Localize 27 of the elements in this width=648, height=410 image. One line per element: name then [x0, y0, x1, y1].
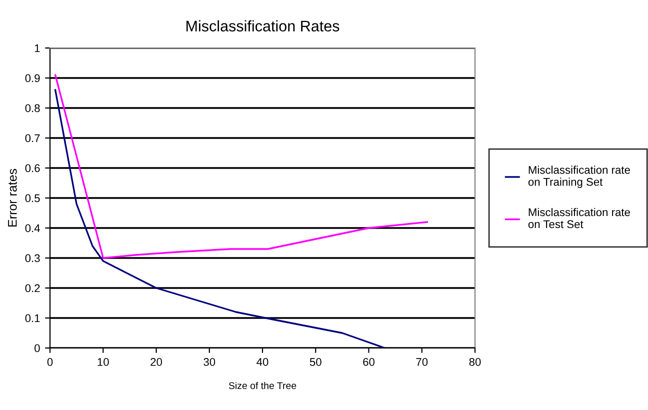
- x-tick-label: 30: [204, 358, 216, 366]
- legend-label: Misclassification rate on Test Set: [528, 208, 630, 228]
- y-tick-label: 1: [34, 44, 40, 52]
- y-tick-label: 0.9: [25, 74, 40, 82]
- x-tick-label: 70: [416, 358, 428, 366]
- y-tick-label: 0.4: [25, 224, 40, 232]
- y-tick-label: 0.2: [25, 284, 40, 292]
- line-series: [54, 74, 428, 259]
- x-axis-title: Size of the Tree: [228, 382, 296, 390]
- y-tick-label: 0.3: [25, 254, 40, 262]
- x-tick-label: 40: [256, 358, 268, 366]
- x-tick-label: 60: [363, 358, 374, 366]
- y-tick-label: 0: [34, 344, 40, 352]
- x-tick-label: 50: [310, 358, 322, 366]
- x-tick-label: 0: [47, 358, 53, 366]
- y-tick-label: 0.1: [25, 314, 40, 322]
- y-tick-label: 0.5: [25, 194, 40, 202]
- x-tick-label: 80: [469, 358, 481, 366]
- line-series: [54, 89, 386, 348]
- chart-title: Misclassification Rates: [186, 20, 340, 32]
- y-tick-label: 0.8: [25, 104, 40, 112]
- x-tick-label: 20: [150, 358, 162, 366]
- y-axis-title: Error rates: [8, 168, 17, 226]
- x-tick-label: 10: [98, 358, 109, 366]
- y-tick-label: 0.7: [25, 134, 40, 142]
- y-tick-label: 0.6: [25, 164, 40, 172]
- legend-label: Misclassification rate on Training Set: [528, 166, 630, 188]
